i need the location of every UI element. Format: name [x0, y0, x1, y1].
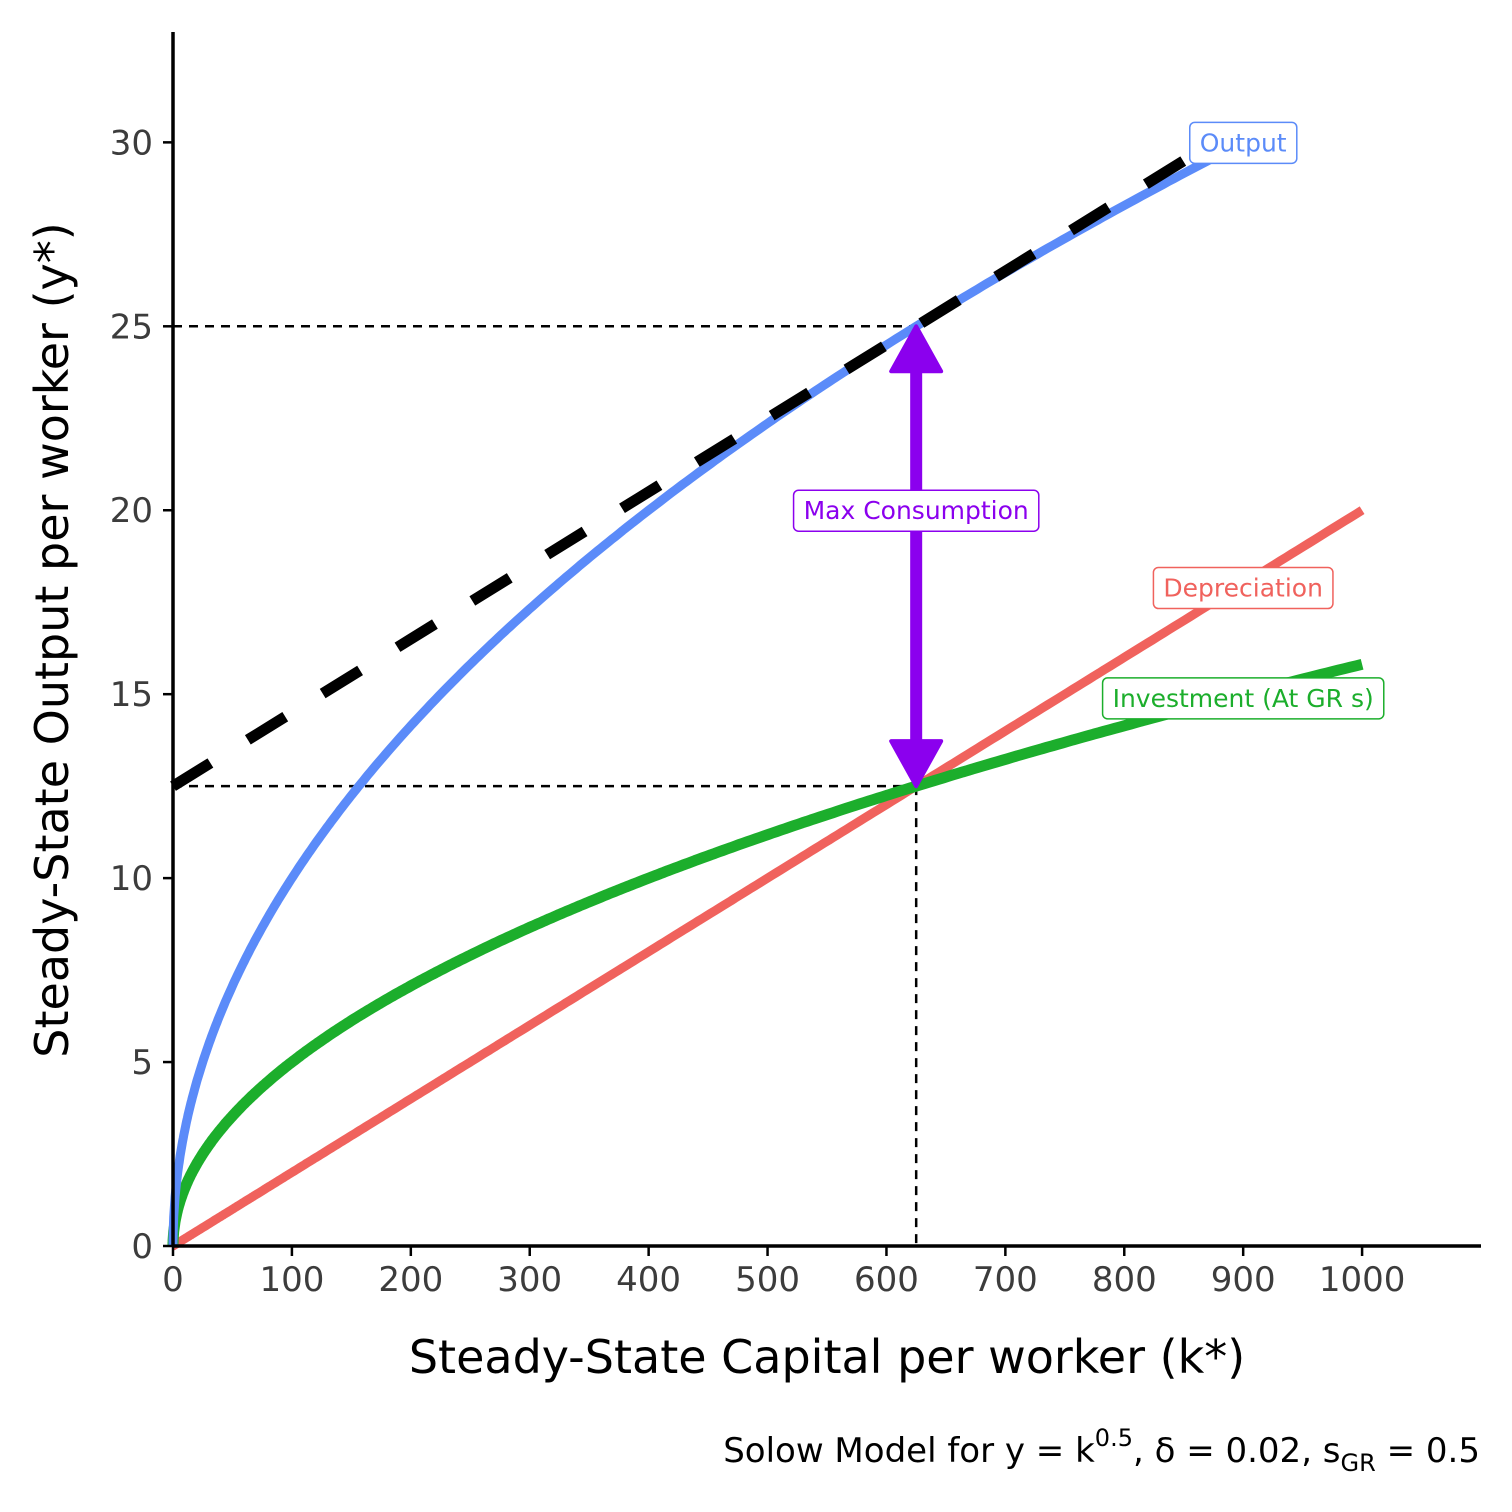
- y-tick-label: 0: [131, 1227, 153, 1267]
- y-tick-label: 5: [131, 1043, 153, 1083]
- golden-rule-guide-lines: [173, 325, 918, 1246]
- label-depreciation: Depreciation: [1152, 566, 1334, 610]
- axes: 0 100 200 300 400 500 600 700 800 900 1000 0 5 10 15 20…: [110, 32, 1481, 1300]
- y-tick-label: 20: [110, 491, 153, 531]
- label-output: Output: [1189, 121, 1298, 165]
- x-tick-label: 300: [497, 1260, 562, 1300]
- x-axis-title: Steady-State Capital per worker (k*): [409, 1330, 1245, 1384]
- label-depreciation-box: [1152, 566, 1334, 610]
- tangent-line-group: [170, 156, 1187, 791]
- y-tick-label: 25: [110, 307, 153, 347]
- x-tick-label: 0: [162, 1260, 184, 1300]
- series-line-depreciation: [168, 506, 1365, 1251]
- series-line-output: [168, 139, 1243, 1248]
- x-tick-label: 600: [854, 1260, 919, 1300]
- series-label-group: Output Depreciation Investment (At GR s) Ma…: [792, 121, 1385, 720]
- label-max-consumption: Max Consumption: [792, 489, 1040, 532]
- label-output-text: Output: [1200, 128, 1287, 157]
- series-line-investment-at-gr-s: [167, 658, 1364, 1250]
- chart-caption: Solow Model for y = k0.5, δ = 0.02, sGR …: [723, 1424, 1480, 1477]
- label-max-consumption-text: Max Consumption: [804, 496, 1029, 525]
- caption-suffix: = 0.5: [1376, 1431, 1480, 1471]
- y-tick-label: 30: [110, 123, 153, 163]
- label-output-box: [1189, 121, 1298, 165]
- x-tick-label: 500: [735, 1260, 800, 1300]
- x-tick-label: 400: [616, 1260, 681, 1300]
- y-tick-label: 10: [110, 859, 153, 899]
- arrow-head-down: [889, 739, 944, 789]
- label-investment-text: Investment (At GR s): [1113, 684, 1374, 713]
- y-axis-title: Steady-State Output per worker (y*): [25, 222, 79, 1057]
- x-tick-label: 700: [973, 1260, 1038, 1300]
- arrow-head-up: [889, 324, 944, 374]
- caption-exponent: 0.5: [1095, 1424, 1133, 1452]
- label-depreciation-text: Depreciation: [1163, 573, 1323, 602]
- x-tick-label: 1000: [1319, 1260, 1406, 1300]
- label-max-consumption-box: [792, 489, 1040, 532]
- caption-middle: , δ = 0.02, s: [1133, 1431, 1341, 1471]
- label-investment: Investment (At GR s): [1101, 677, 1385, 720]
- x-tick-label: 100: [259, 1260, 324, 1300]
- caption-subscript: GR: [1341, 1449, 1376, 1477]
- tangent-line: [170, 156, 1187, 791]
- max-consumption-arrow-group: [889, 324, 944, 789]
- x-tick-label: 900: [1211, 1260, 1276, 1300]
- x-tick-label: 200: [378, 1260, 443, 1300]
- label-investment-box: [1101, 677, 1385, 720]
- y-tick-label: 15: [110, 675, 153, 715]
- x-tick-label: 800: [1092, 1260, 1157, 1300]
- caption-prefix: Solow Model for y = k: [723, 1431, 1095, 1471]
